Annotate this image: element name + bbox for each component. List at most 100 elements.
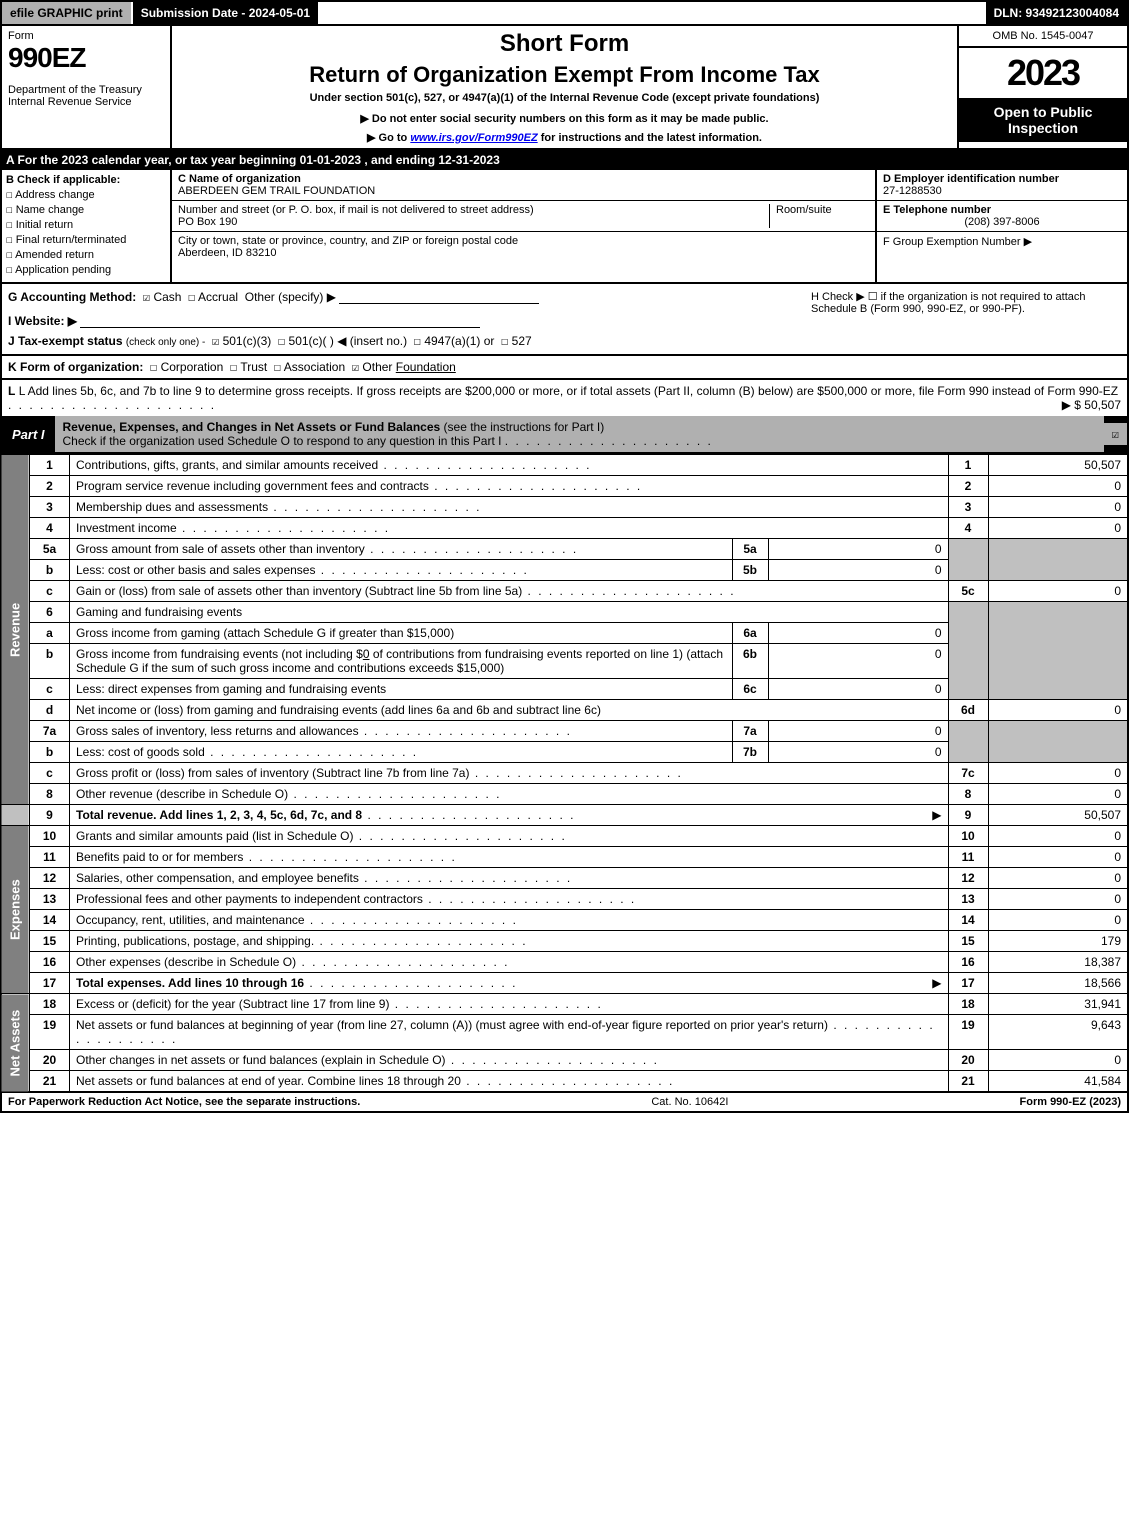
line-amount: 0 bbox=[988, 700, 1128, 721]
footer-left: For Paperwork Reduction Act Notice, see … bbox=[8, 1096, 360, 1108]
j-527: 527 bbox=[512, 334, 532, 348]
link-post: for instructions and the latest informat… bbox=[538, 132, 762, 144]
dept-label: Department of the Treasury bbox=[8, 84, 164, 96]
dots-icon bbox=[288, 787, 501, 801]
dots-icon bbox=[365, 542, 578, 556]
line-amount: 0 bbox=[988, 868, 1128, 889]
b-item-0: Address change bbox=[15, 189, 95, 201]
line-desc: Professional fees and other payments to … bbox=[70, 889, 949, 910]
sub-line-ref: 5a bbox=[732, 539, 768, 560]
line-num: 13 bbox=[30, 889, 70, 910]
city-value: Aberdeen, ID 83210 bbox=[178, 247, 869, 259]
line-desc: Total revenue. Add lines 1, 2, 3, 4, 5c,… bbox=[70, 805, 949, 826]
b-item-5: Application pending bbox=[15, 264, 111, 276]
line-ref: 9 bbox=[948, 805, 988, 826]
dots-icon bbox=[296, 955, 509, 969]
dots-icon bbox=[177, 521, 390, 535]
row-ghij: G Accounting Method: ☑ Cash ☐ Accrual Ot… bbox=[0, 284, 1129, 356]
efile-print-button[interactable]: efile GRAPHIC print bbox=[2, 2, 133, 24]
line-desc: Total expenses. Add lines 10 through 16 … bbox=[70, 973, 949, 994]
line-num: 3 bbox=[30, 497, 70, 518]
org-name: ABERDEEN GEM TRAIL FOUNDATION bbox=[178, 185, 869, 197]
checkbox-amended-return[interactable]: ☐ Amended return bbox=[6, 248, 166, 261]
unchecked-icon: ☐ bbox=[6, 188, 13, 201]
unchecked-icon: ☐ bbox=[6, 203, 13, 216]
grey-cell bbox=[1, 805, 30, 826]
j-4947: 4947(a)(1) or bbox=[424, 334, 494, 348]
irs-link[interactable]: www.irs.gov/Form990EZ bbox=[410, 132, 537, 144]
dots-icon bbox=[389, 997, 602, 1011]
line-num: b bbox=[30, 644, 70, 679]
unchecked-icon: ☐ bbox=[6, 248, 13, 261]
line-ref: 13 bbox=[948, 889, 988, 910]
dots-icon bbox=[359, 724, 572, 738]
line-desc: Salaries, other compensation, and employ… bbox=[70, 868, 949, 889]
footer-right: Form 990-EZ (2023) bbox=[1020, 1096, 1122, 1108]
line-amount: 18,566 bbox=[988, 973, 1128, 994]
dots-icon bbox=[359, 871, 572, 885]
table-row: Net Assets 18 Excess or (deficit) for th… bbox=[1, 994, 1128, 1015]
e-phone-value: (208) 397-8006 bbox=[883, 216, 1121, 228]
g-label: G Accounting Method: bbox=[8, 290, 136, 304]
i-label: I Website: ▶ bbox=[8, 314, 77, 328]
h-schedule-b: H Check ▶ ☐ if the organization is not r… bbox=[811, 290, 1121, 348]
line-desc: Gross income from fundraising events (no… bbox=[70, 644, 733, 679]
g-other: Other (specify) ▶ bbox=[245, 290, 336, 304]
line-desc: Gain or (loss) from sale of assets other… bbox=[70, 581, 949, 602]
arrow-icon: ▶ bbox=[932, 808, 941, 822]
checked-icon: ☑ bbox=[212, 334, 219, 348]
line-desc: Gross profit or (loss) from sales of inv… bbox=[70, 763, 949, 784]
sub-line-val: 0 bbox=[768, 623, 948, 644]
dots-icon bbox=[423, 892, 636, 906]
line-amount: 0 bbox=[988, 826, 1128, 847]
line-desc: Membership dues and assessments bbox=[70, 497, 949, 518]
dots-icon bbox=[205, 745, 418, 759]
line-ref: 17 bbox=[948, 973, 988, 994]
part-1-note: Check if the organization used Schedule … bbox=[63, 434, 502, 448]
j-501c: 501(c)( ) ◀ (insert no.) bbox=[289, 334, 408, 348]
checkbox-final-return[interactable]: ☐ Final return/terminated bbox=[6, 233, 166, 246]
table-row: 19 Net assets or fund balances at beginn… bbox=[1, 1015, 1128, 1050]
table-row: 6 Gaming and fundraising events bbox=[1, 602, 1128, 623]
form-header: Form 990EZ Department of the Treasury In… bbox=[0, 26, 1129, 150]
line-desc: Printing, publications, postage, and shi… bbox=[70, 931, 949, 952]
section-def: D Employer identification number 27-1288… bbox=[877, 170, 1127, 282]
line-desc: Gross sales of inventory, less returns a… bbox=[70, 721, 733, 742]
g-other-input[interactable] bbox=[339, 290, 539, 304]
part-1-schedule-o-checkbox[interactable]: ☑ bbox=[1104, 423, 1127, 445]
street-label: Number and street (or P. O. box, if mail… bbox=[178, 204, 769, 216]
line-num: 11 bbox=[30, 847, 70, 868]
checkbox-name-change[interactable]: ☐ Name change bbox=[6, 203, 166, 216]
unchecked-icon: ☐ bbox=[278, 334, 285, 348]
line-desc: Less: direct expenses from gaming and fu… bbox=[70, 679, 733, 700]
table-row: 7a Gross sales of inventory, less return… bbox=[1, 721, 1128, 742]
i-website-input[interactable] bbox=[80, 314, 480, 328]
sub-line-ref: 7a bbox=[732, 721, 768, 742]
line-amount: 50,507 bbox=[988, 805, 1128, 826]
grey-cell bbox=[948, 602, 988, 700]
line-amount: 0 bbox=[988, 497, 1128, 518]
line-ref: 11 bbox=[948, 847, 988, 868]
e-phone-row: E Telephone number (208) 397-8006 bbox=[877, 201, 1127, 232]
j-sub: (check only one) - bbox=[126, 337, 205, 348]
line-num: d bbox=[30, 700, 70, 721]
unchecked-icon: ☐ bbox=[414, 334, 421, 348]
checkbox-application-pending[interactable]: ☐ Application pending bbox=[6, 263, 166, 276]
dots-icon bbox=[8, 398, 216, 412]
checkbox-initial-return[interactable]: ☐ Initial return bbox=[6, 218, 166, 231]
grey-cell bbox=[988, 721, 1128, 763]
line-desc: Gross income from gaming (attach Schedul… bbox=[70, 623, 733, 644]
table-row: d Net income or (loss) from gaming and f… bbox=[1, 700, 1128, 721]
c-street-row: Number and street (or P. O. box, if mail… bbox=[172, 201, 875, 232]
submission-date-label: Submission Date - 2024-05-01 bbox=[133, 2, 320, 24]
checkbox-address-change[interactable]: ☐ Address change bbox=[6, 188, 166, 201]
line-ref: 21 bbox=[948, 1071, 988, 1093]
b-item-4: Amended return bbox=[15, 249, 94, 261]
line-num: c bbox=[30, 581, 70, 602]
table-row: 13 Professional fees and other payments … bbox=[1, 889, 1128, 910]
b-item-1: Name change bbox=[16, 204, 85, 216]
line-amount: 18,387 bbox=[988, 952, 1128, 973]
dots-icon bbox=[243, 850, 456, 864]
c-city-row: City or town, state or province, country… bbox=[172, 232, 875, 262]
line-desc: Investment income bbox=[70, 518, 949, 539]
